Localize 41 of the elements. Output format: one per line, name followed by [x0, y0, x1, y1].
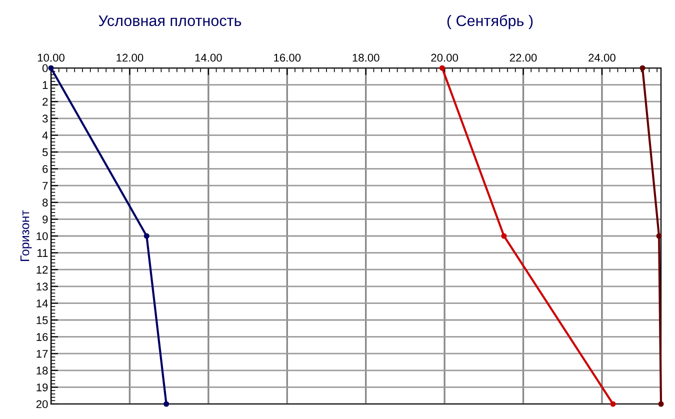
- y-axis-title: Горизонт: [20, 210, 32, 261]
- y-tick-label: 15: [36, 316, 48, 324]
- x-tick-label: 14.00: [195, 54, 222, 62]
- x-tick-label: 18.00: [352, 54, 380, 62]
- y-tick-label: 10: [36, 232, 48, 240]
- x-tick-label: 12.00: [116, 54, 144, 62]
- y-tick-label: 3: [42, 114, 48, 123]
- point: [439, 65, 445, 71]
- point: [658, 401, 664, 407]
- point: [640, 65, 646, 71]
- y-tick-label: 2: [42, 98, 48, 106]
- x-tick-label: 10.00: [38, 54, 64, 62]
- y-tick-label: 0: [42, 64, 48, 72]
- y-tick-label: 12: [36, 266, 48, 274]
- y-tick-label: 6: [42, 165, 48, 173]
- point: [144, 233, 150, 239]
- x-tick-label: 20.00: [431, 54, 458, 62]
- y-tick-label: 16: [36, 333, 48, 341]
- y-tick-label: 11: [38, 249, 48, 257]
- y-tick-label: 13: [36, 282, 48, 291]
- point: [48, 65, 54, 71]
- y-tick-label: 7: [42, 182, 48, 190]
- y-tick-label: 20: [36, 400, 48, 408]
- y-tick-label: 1: [42, 81, 48, 89]
- chart-subtitle: ( Сентябрь ): [447, 14, 533, 30]
- y-tick-label: 8: [42, 198, 48, 207]
- y-tick-label: 9: [42, 215, 48, 224]
- y-tick-label: 17: [36, 350, 48, 358]
- y-tick-label: 18: [36, 366, 48, 375]
- point: [656, 233, 662, 239]
- point: [501, 233, 507, 239]
- y-tick-label: 19: [36, 383, 48, 392]
- chart-title: Условная плотность: [98, 15, 242, 26]
- x-tick-label: 24.00: [588, 54, 616, 62]
- x-tick-label: 22.00: [510, 54, 537, 62]
- y-tick-label: 14: [36, 300, 48, 308]
- y-tick-label: 5: [42, 148, 48, 156]
- point: [164, 401, 170, 407]
- point: [610, 401, 616, 407]
- x-tick-label: 16.00: [274, 54, 301, 62]
- y-tick-label: 4: [42, 132, 48, 140]
